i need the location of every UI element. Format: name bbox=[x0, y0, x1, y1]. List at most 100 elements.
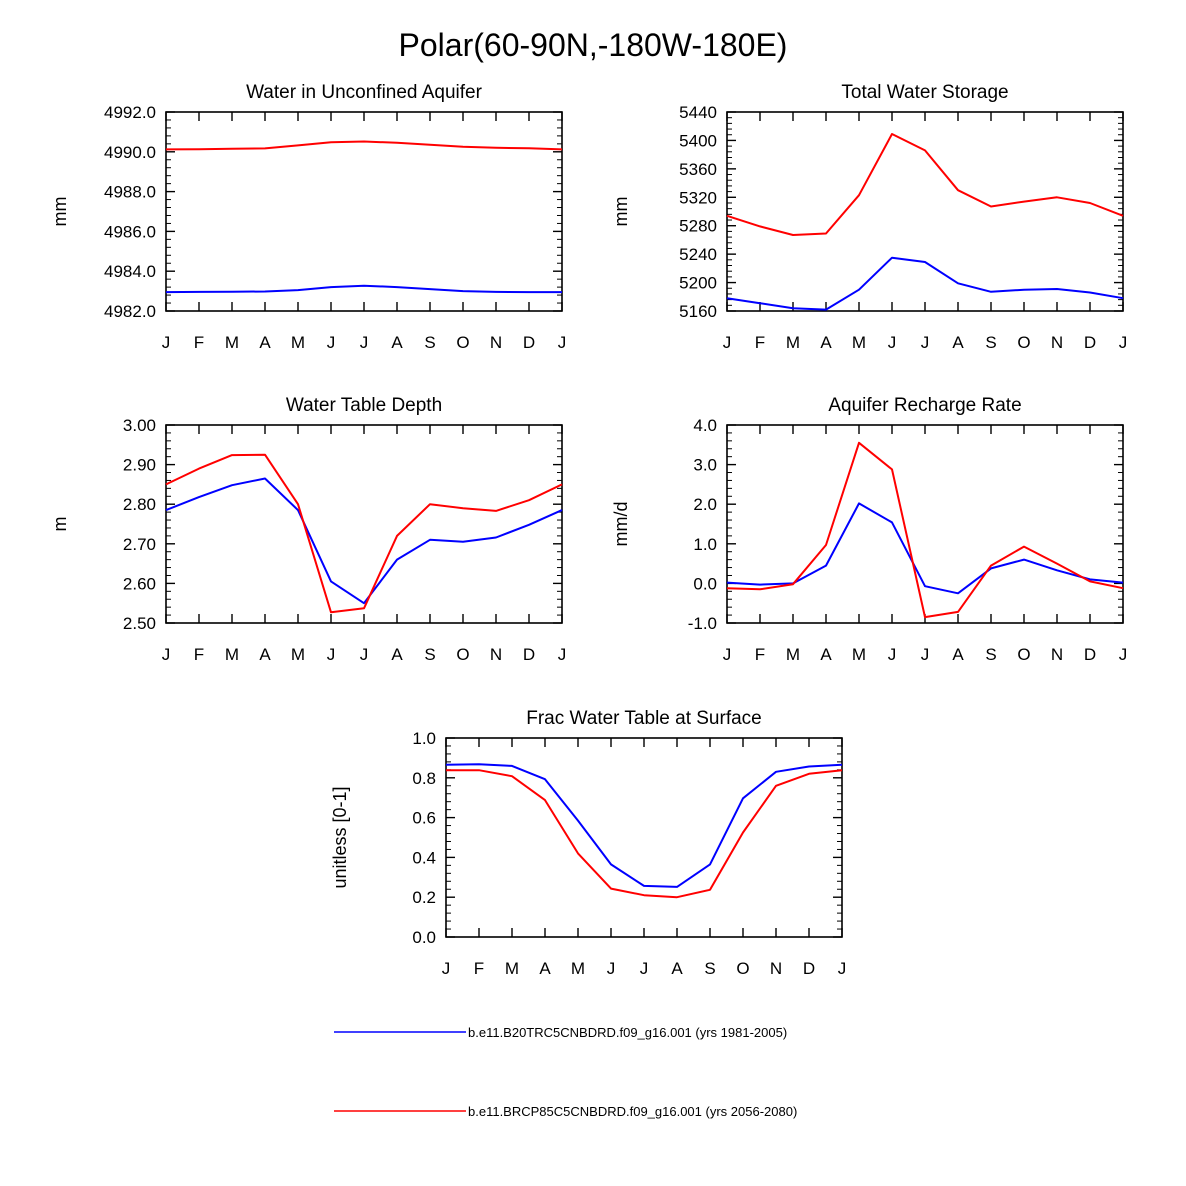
y-tick-label: 1.0 bbox=[412, 729, 436, 748]
x-tick-label: J bbox=[442, 959, 451, 978]
x-tick-label: M bbox=[852, 645, 866, 664]
x-tick-label: J bbox=[327, 333, 336, 352]
x-tick-label: J bbox=[1119, 333, 1128, 352]
panel-title: Water Table Depth bbox=[286, 395, 442, 416]
x-tick-label: J bbox=[558, 645, 567, 664]
y-tick-label: 2.60 bbox=[123, 574, 156, 593]
y-tick-label: 4988.0 bbox=[104, 183, 156, 202]
x-tick-label: O bbox=[1017, 333, 1030, 352]
x-tick-label: A bbox=[671, 959, 683, 978]
y-tick-label: 4990.0 bbox=[104, 143, 156, 162]
y-tick-label: 2.90 bbox=[123, 456, 156, 475]
panel-5: Frac Water Table at Surface 0.0 0.2 0.4 0.6 0… bbox=[330, 708, 846, 978]
x-tick-label: J bbox=[723, 333, 732, 352]
x-tick-label: F bbox=[474, 959, 484, 978]
x-tick-label: S bbox=[424, 645, 435, 664]
x-tick-label: J bbox=[162, 645, 171, 664]
panel-2: Total Water Storage 5160 5200 5240 5280 5320 5… bbox=[611, 82, 1127, 352]
series-line-1 bbox=[726, 256, 1124, 311]
x-tick-label: O bbox=[456, 333, 469, 352]
x-tick-label: J bbox=[162, 333, 171, 352]
x-tick-label: J bbox=[360, 333, 369, 352]
y-tick-label: 5400 bbox=[679, 131, 717, 150]
x-tick-label: A bbox=[820, 333, 832, 352]
y-tick-label: 5440 bbox=[679, 103, 717, 122]
series-line-2 bbox=[726, 133, 1124, 236]
x-tick-label: F bbox=[755, 645, 765, 664]
x-tick-label: A bbox=[391, 333, 403, 352]
x-tick-label: J bbox=[888, 333, 897, 352]
x-tick-label: M bbox=[505, 959, 519, 978]
y-tick-label: 4.0 bbox=[693, 416, 717, 435]
y-axis-label: mm bbox=[611, 197, 631, 227]
x-tick-label: N bbox=[490, 333, 502, 352]
y-tick-label: 2.70 bbox=[123, 535, 156, 554]
y-axis-label: mm bbox=[50, 197, 70, 227]
y-tick-label: 2.80 bbox=[123, 495, 156, 514]
y-tick-label: -1.0 bbox=[688, 614, 717, 633]
x-tick-label: S bbox=[985, 645, 996, 664]
y-tick-label: 0.6 bbox=[412, 809, 436, 828]
x-tick-label: S bbox=[985, 333, 996, 352]
series-line-2 bbox=[446, 769, 843, 899]
panels: Water in Unconfined Aquifer 4982.0 4984.0 4… bbox=[50, 82, 1127, 978]
y-tick-label: 0.0 bbox=[693, 574, 717, 593]
x-tick-label: J bbox=[921, 645, 930, 664]
series-line-2 bbox=[726, 441, 1124, 619]
y-tick-label: 4986.0 bbox=[104, 222, 156, 241]
x-tick-label: A bbox=[952, 333, 964, 352]
x-tick-label: O bbox=[736, 959, 749, 978]
x-tick-label: N bbox=[1051, 333, 1063, 352]
x-tick-label: M bbox=[571, 959, 585, 978]
panel-1: Water in Unconfined Aquifer 4982.0 4984.0 4… bbox=[50, 82, 566, 352]
y-tick-label: 4984.0 bbox=[104, 262, 156, 281]
y-tick-label: 5200 bbox=[679, 274, 717, 293]
y-tick-label: 4982.0 bbox=[104, 302, 156, 321]
x-tick-label: F bbox=[194, 333, 204, 352]
x-tick-label: J bbox=[327, 645, 336, 664]
x-tick-label: F bbox=[755, 333, 765, 352]
x-tick-label: J bbox=[888, 645, 897, 664]
x-tick-label: J bbox=[921, 333, 930, 352]
y-tick-label: 3.00 bbox=[123, 416, 156, 435]
legend-label-series-1: b.e11.B20TRC5CNBDRD.f09_g16.001 (yrs 198… bbox=[468, 1025, 787, 1040]
x-tick-label: S bbox=[704, 959, 715, 978]
x-tick-label: J bbox=[1119, 645, 1128, 664]
x-tick-label: N bbox=[770, 959, 782, 978]
x-tick-label: A bbox=[259, 645, 271, 664]
x-tick-label: J bbox=[640, 959, 649, 978]
x-tick-label: M bbox=[786, 333, 800, 352]
x-tick-label: N bbox=[1051, 645, 1063, 664]
y-tick-label: 0.2 bbox=[412, 888, 436, 907]
x-tick-label: M bbox=[852, 333, 866, 352]
panel-3: Water Table Depth 2.50 2.60 2.70 2.80 2.90 3.0… bbox=[50, 395, 566, 664]
x-tick-label: M bbox=[786, 645, 800, 664]
x-tick-label: M bbox=[291, 645, 305, 664]
series-line-2 bbox=[165, 453, 563, 614]
y-tick-label: 5240 bbox=[679, 245, 717, 264]
x-tick-label: A bbox=[259, 333, 271, 352]
y-tick-label: 0.0 bbox=[412, 928, 436, 947]
x-tick-label: D bbox=[1084, 645, 1096, 664]
x-tick-label: D bbox=[803, 959, 815, 978]
panel-4: Aquifer Recharge Rate -1.0 0.0 1.0 2.0 3.0 4.0… bbox=[611, 395, 1127, 664]
x-tick-label: M bbox=[225, 645, 239, 664]
x-tick-label: N bbox=[490, 645, 502, 664]
x-tick-label: O bbox=[1017, 645, 1030, 664]
y-axis-label: mm/d bbox=[611, 502, 631, 547]
panel-title: Water in Unconfined Aquifer bbox=[246, 82, 483, 103]
x-tick-label: F bbox=[194, 645, 204, 664]
series-line-1 bbox=[165, 284, 562, 294]
x-tick-label: J bbox=[607, 959, 616, 978]
x-tick-label: D bbox=[523, 645, 535, 664]
panel-title: Total Water Storage bbox=[841, 82, 1008, 103]
x-tick-label: S bbox=[424, 333, 435, 352]
panel-title: Frac Water Table at Surface bbox=[526, 708, 762, 729]
x-tick-label: M bbox=[291, 333, 305, 352]
y-tick-label: 1.0 bbox=[693, 535, 717, 554]
y-tick-label: 0.4 bbox=[412, 848, 436, 867]
x-tick-label: D bbox=[1084, 333, 1096, 352]
x-tick-label: A bbox=[539, 959, 551, 978]
